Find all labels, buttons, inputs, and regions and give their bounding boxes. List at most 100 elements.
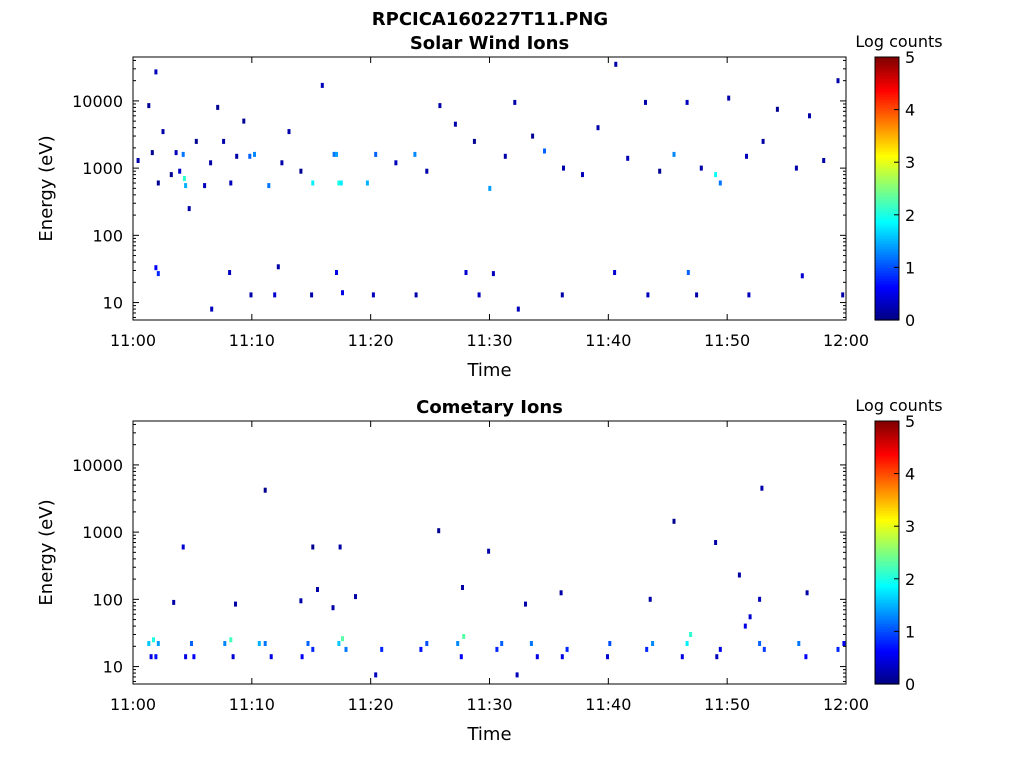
heatmap-cell <box>216 104 220 110</box>
heatmap-cell <box>645 646 649 652</box>
heatmap-cell <box>156 180 160 186</box>
colorbar-segment <box>875 505 899 509</box>
heatmap-cell <box>161 129 165 135</box>
colorbar-segment <box>875 104 899 108</box>
colorbar-segment <box>875 238 899 242</box>
colorbar-segment <box>875 314 899 318</box>
colorbar-tick-label: 1 <box>905 622 915 641</box>
colorbar-segment <box>875 193 899 197</box>
colorbar-segment <box>875 565 899 569</box>
colorbar-segment <box>875 183 899 187</box>
x-tick-label: 11:50 <box>704 331 750 350</box>
colorbar-segment <box>875 233 899 237</box>
x-tick-label: 11:00 <box>110 331 156 350</box>
colorbar-segment <box>875 212 899 216</box>
colorbar-segment <box>875 615 899 619</box>
figure-title: RPCICA160227T11.PNG <box>372 9 608 30</box>
heatmap-cell <box>341 636 344 642</box>
colorbar-segment <box>875 555 899 559</box>
colorbar-segment <box>875 515 899 519</box>
colorbar-segment <box>875 138 899 142</box>
heatmap-cell <box>228 270 232 275</box>
heatmap-cell <box>229 637 233 643</box>
colorbar-segment <box>875 628 899 632</box>
heatmap-cell <box>459 654 463 660</box>
y-tick-label: 10 <box>103 294 123 313</box>
heatmap-cell <box>249 292 253 298</box>
heatmap-cell <box>562 165 565 171</box>
colorbar-segment <box>875 531 899 535</box>
colorbar-segment <box>875 507 899 512</box>
heatmap-cell <box>311 646 315 652</box>
colorbar-segment <box>875 120 899 124</box>
heatmap-cell <box>491 271 495 277</box>
heatmap-cell <box>524 601 527 607</box>
heatmap-cell <box>425 168 429 174</box>
heatmap-cell <box>147 641 151 646</box>
heatmap-cell <box>513 99 517 105</box>
plot-title: Cometary Ions <box>416 397 563 418</box>
colorbar-segment <box>875 547 899 551</box>
heatmap-cell <box>414 292 418 298</box>
colorbar-segment <box>875 534 899 538</box>
colorbar-segment <box>875 481 899 485</box>
heatmap-cell <box>747 292 751 298</box>
heatmap-cell <box>658 168 662 174</box>
colorbar-segment <box>875 526 899 530</box>
colorbar-segment <box>875 465 899 469</box>
heatmap-cell <box>273 292 277 298</box>
colorbar-segment <box>875 510 899 514</box>
heatmap-cell <box>689 632 693 637</box>
heatmap-cell <box>174 150 178 156</box>
colorbar-segment <box>875 447 899 451</box>
colorbar-segment <box>875 130 899 134</box>
colorbar-tick-label: 3 <box>905 153 915 172</box>
heatmap-cell <box>136 158 140 163</box>
colorbar-segment <box>875 549 899 554</box>
colorbar-segment <box>875 484 899 488</box>
colorbar-segment <box>875 647 899 651</box>
heatmap-cell <box>380 646 384 652</box>
colorbar-segment <box>875 80 899 84</box>
heatmap-cell <box>310 292 314 298</box>
colorbar-segment <box>875 573 899 577</box>
colorbar-segment <box>875 652 899 656</box>
colorbar-frame <box>874 56 900 321</box>
colorbar-segment <box>875 204 899 208</box>
colorbar-segment <box>875 641 899 646</box>
heatmap-cell <box>488 185 492 191</box>
heatmap-cell <box>190 641 193 646</box>
heatmap-cell <box>371 292 375 298</box>
heatmap-cell <box>234 601 237 607</box>
x-tick-label: 12:00 <box>823 695 869 714</box>
x-tick-label: 11:10 <box>229 331 275 350</box>
heatmap-cell <box>680 654 684 660</box>
colorbar-segment <box>875 185 899 190</box>
colorbar-segment <box>875 623 899 627</box>
colorbar-segment <box>875 167 899 171</box>
heatmap-cell <box>337 641 341 646</box>
colorbar-tick-label: 2 <box>905 206 915 225</box>
heatmap-cell <box>248 153 252 159</box>
colorbar-segment <box>875 591 899 596</box>
colorbar-segment <box>875 431 899 435</box>
heatmap-cell <box>718 180 722 186</box>
colorbar-segment <box>875 164 899 169</box>
heatmap-cell <box>535 654 539 660</box>
heatmap-cell <box>565 646 569 652</box>
x-tick-label: 11:50 <box>704 695 750 714</box>
x-tick-label: 11:00 <box>110 695 156 714</box>
y-tick-label: 1000 <box>82 159 123 178</box>
colorbar-tick-label: 0 <box>905 675 915 694</box>
colorbar-segment <box>875 657 899 661</box>
heatmap-cell <box>154 265 158 271</box>
colorbar-segment <box>875 72 899 77</box>
y-tick-label: 10000 <box>72 456 123 475</box>
colorbar-segment <box>875 644 899 648</box>
heatmap-cell <box>425 641 429 646</box>
heatmap-cell <box>560 292 564 298</box>
heatmap-cell <box>235 153 239 159</box>
heatmap-cell <box>354 594 357 600</box>
